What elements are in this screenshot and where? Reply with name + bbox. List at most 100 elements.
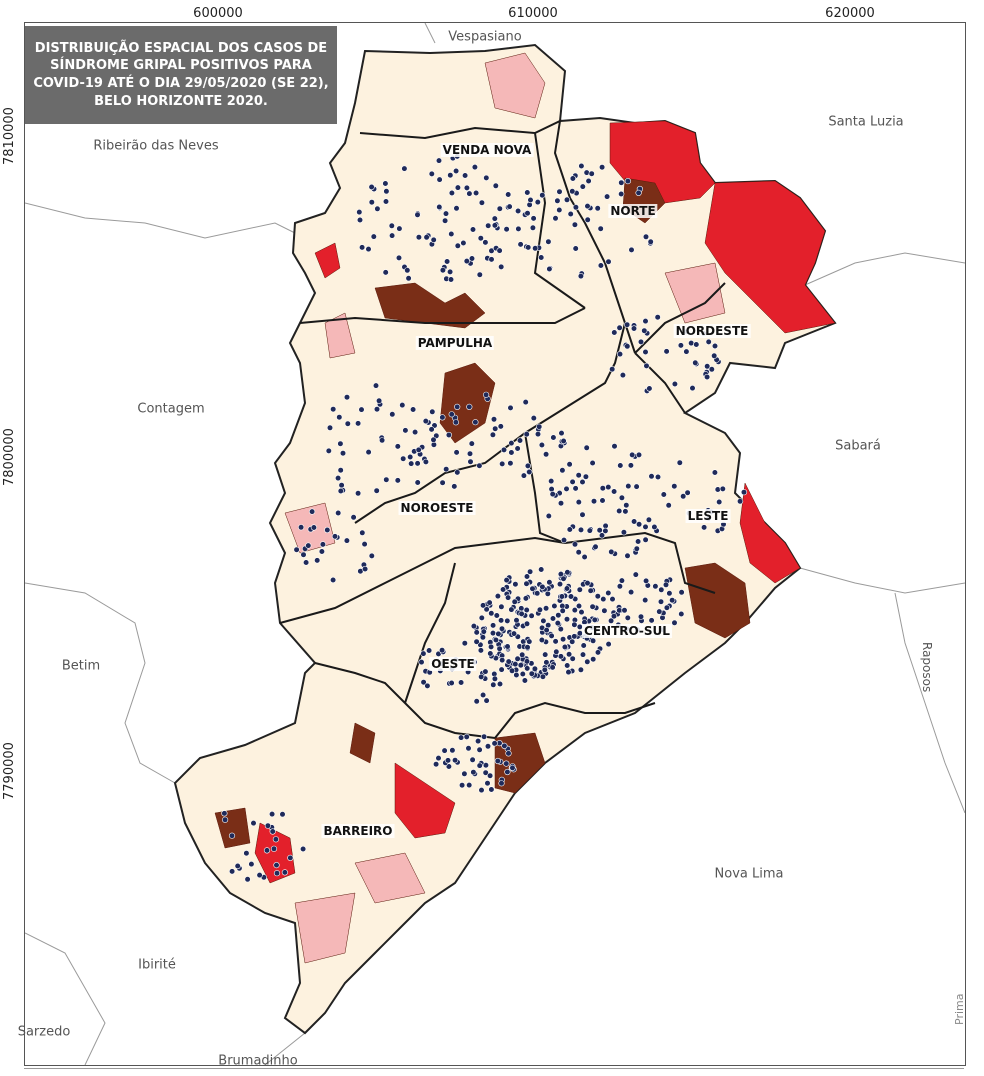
case-point bbox=[507, 404, 514, 412]
case-point bbox=[635, 189, 642, 196]
case-point bbox=[558, 430, 565, 437]
case-point bbox=[482, 239, 489, 246]
case-point bbox=[578, 162, 585, 170]
case-point bbox=[579, 183, 586, 190]
case-point bbox=[590, 498, 598, 505]
case-point bbox=[623, 321, 631, 328]
case-point bbox=[561, 643, 569, 651]
case-point bbox=[549, 615, 557, 622]
case-point bbox=[671, 380, 679, 388]
case-point bbox=[453, 167, 460, 175]
case-point bbox=[435, 754, 442, 762]
case-point bbox=[665, 502, 672, 509]
case-point bbox=[616, 324, 623, 331]
case-point bbox=[569, 175, 577, 182]
case-point bbox=[505, 191, 512, 198]
case-point bbox=[619, 372, 627, 379]
case-point bbox=[684, 489, 691, 496]
case-point bbox=[610, 613, 618, 620]
case-point bbox=[529, 224, 537, 231]
case-point bbox=[523, 580, 530, 587]
case-point bbox=[582, 473, 590, 480]
case-point bbox=[527, 196, 534, 204]
case-point bbox=[454, 469, 461, 476]
case-point bbox=[518, 610, 525, 618]
case-point bbox=[407, 453, 414, 461]
case-point bbox=[564, 569, 571, 576]
case-point bbox=[625, 483, 632, 490]
case-point bbox=[498, 263, 505, 270]
case-point bbox=[545, 238, 552, 245]
case-point bbox=[405, 275, 412, 282]
case-point bbox=[337, 487, 344, 495]
case-point bbox=[466, 403, 473, 411]
case-point bbox=[443, 466, 450, 473]
label-betim: Betim bbox=[61, 658, 101, 674]
case-point bbox=[488, 256, 495, 263]
case-point bbox=[554, 619, 561, 627]
case-point bbox=[362, 565, 369, 573]
case-point bbox=[563, 585, 571, 592]
case-point bbox=[394, 477, 401, 484]
case-point bbox=[461, 770, 468, 777]
case-point bbox=[400, 455, 407, 462]
case-point bbox=[611, 329, 618, 336]
case-point bbox=[521, 677, 529, 684]
case-point bbox=[454, 403, 461, 411]
case-point bbox=[548, 478, 555, 485]
case-point bbox=[475, 737, 482, 745]
incidence-patch bbox=[704, 180, 836, 334]
case-point bbox=[465, 745, 472, 752]
case-point bbox=[511, 598, 518, 605]
label-brumadinho: Brumadinho bbox=[218, 1053, 298, 1069]
region-pampulha: PAMPULHA bbox=[415, 336, 495, 350]
case-point bbox=[418, 658, 425, 666]
case-point bbox=[642, 536, 649, 543]
case-point bbox=[498, 625, 506, 632]
case-point bbox=[588, 170, 595, 177]
case-point bbox=[449, 747, 456, 754]
case-point bbox=[546, 265, 553, 273]
case-point bbox=[430, 436, 437, 443]
municipal-line bbox=[424, 23, 436, 44]
case-point bbox=[654, 314, 661, 321]
case-point bbox=[554, 197, 561, 204]
case-point bbox=[470, 622, 478, 630]
case-point bbox=[663, 348, 670, 355]
case-point bbox=[569, 638, 576, 645]
case-point bbox=[382, 198, 390, 205]
incidence-patch bbox=[664, 262, 726, 324]
case-point bbox=[444, 757, 452, 764]
case-point bbox=[491, 215, 498, 222]
case-point bbox=[629, 451, 636, 459]
case-point bbox=[436, 176, 443, 183]
case-point bbox=[534, 431, 542, 438]
case-point bbox=[596, 527, 603, 534]
case-point bbox=[512, 660, 519, 668]
case-point bbox=[250, 819, 257, 827]
case-point bbox=[693, 341, 700, 348]
case-point bbox=[492, 425, 499, 432]
case-point bbox=[624, 343, 631, 350]
case-point bbox=[229, 868, 236, 875]
case-point bbox=[453, 449, 460, 456]
case-point bbox=[477, 235, 484, 242]
case-point bbox=[504, 617, 511, 625]
case-point bbox=[484, 780, 491, 787]
case-point bbox=[530, 215, 537, 222]
case-point bbox=[534, 590, 541, 597]
case-point bbox=[645, 516, 653, 523]
case-point bbox=[463, 733, 470, 741]
case-point bbox=[632, 571, 639, 578]
case-point bbox=[303, 559, 310, 566]
case-point bbox=[555, 612, 562, 619]
case-point bbox=[356, 209, 363, 216]
case-point bbox=[483, 174, 490, 181]
case-point bbox=[503, 760, 510, 767]
case-point bbox=[657, 598, 665, 605]
case-point bbox=[480, 628, 487, 635]
case-point bbox=[498, 666, 505, 673]
incidence-patch bbox=[294, 892, 356, 964]
case-point bbox=[539, 192, 546, 199]
case-point bbox=[343, 394, 351, 401]
